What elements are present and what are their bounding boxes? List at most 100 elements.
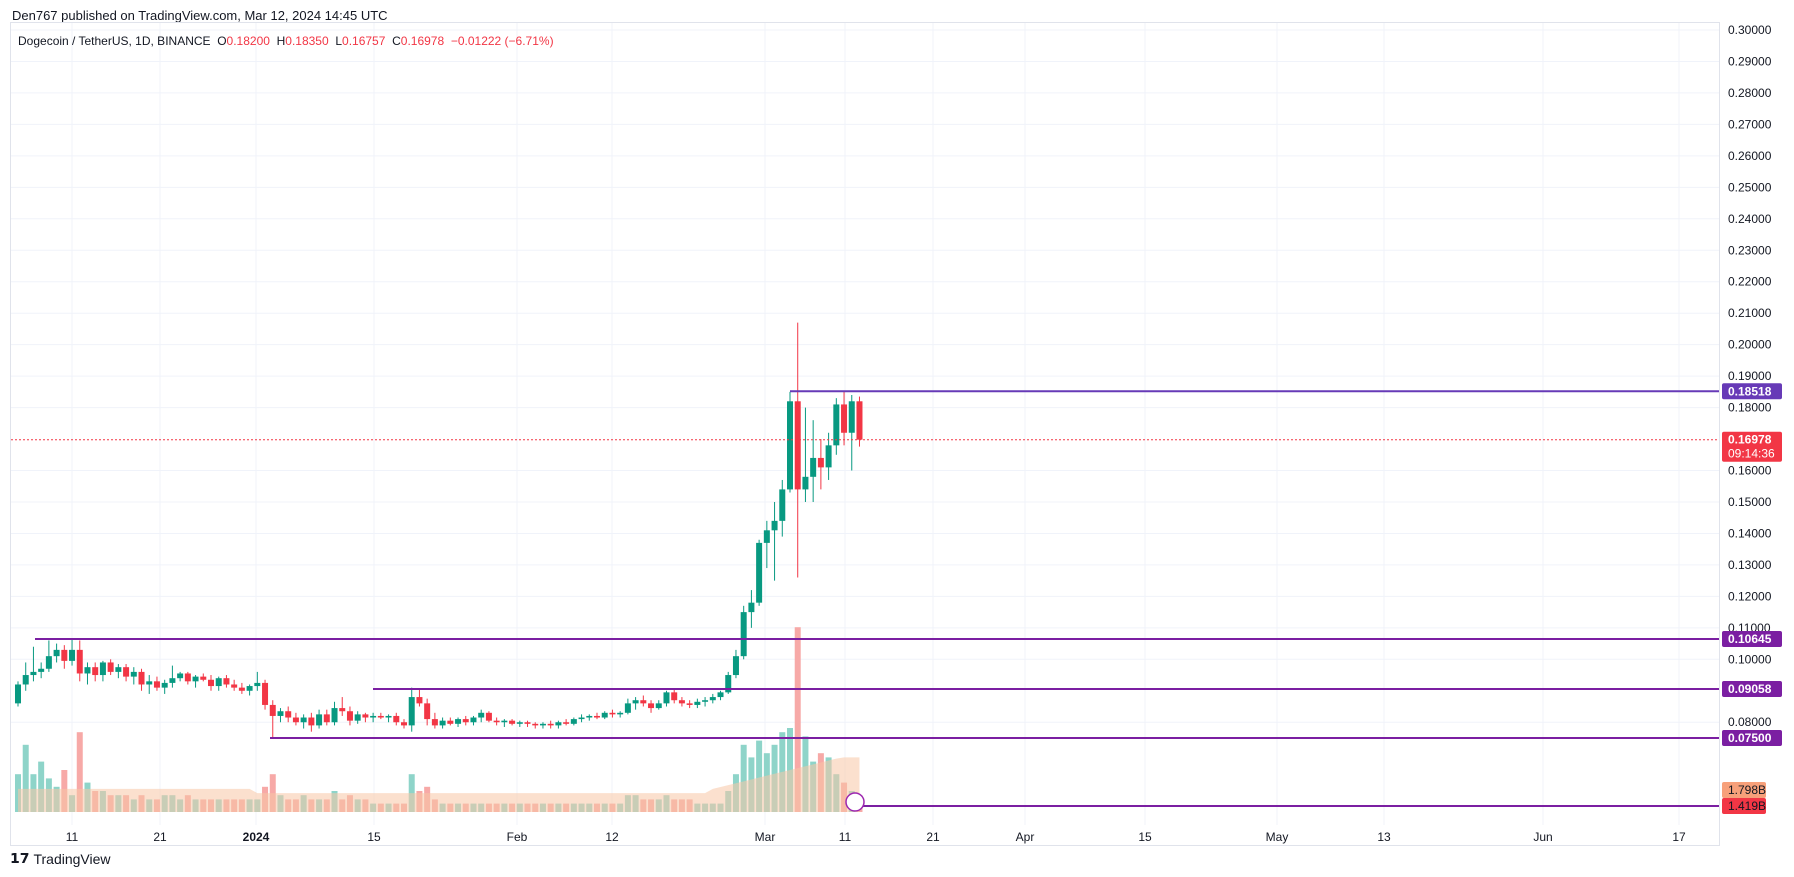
candle-body bbox=[339, 708, 346, 712]
candle-body bbox=[61, 649, 68, 661]
candle-body bbox=[640, 700, 647, 704]
candle-body bbox=[215, 678, 222, 687]
candle-body bbox=[740, 612, 747, 657]
candle-body bbox=[794, 401, 801, 490]
candle-body bbox=[485, 712, 492, 721]
candle-body bbox=[609, 712, 616, 715]
x-tick-label: Feb bbox=[507, 830, 528, 844]
volume-bar bbox=[76, 732, 83, 812]
level-price-tag bbox=[1722, 383, 1782, 400]
x-tick-label: 11 bbox=[66, 830, 79, 844]
candle-body bbox=[671, 692, 678, 701]
candle-body bbox=[146, 681, 153, 685]
candle-body bbox=[833, 404, 840, 446]
x-tick-label: Jun bbox=[1533, 830, 1552, 844]
candle-body bbox=[99, 662, 106, 676]
y-tick-label: 0.13000 bbox=[1728, 558, 1772, 572]
candle-body bbox=[841, 404, 848, 433]
candle-body bbox=[516, 722, 523, 724]
level-price-tag bbox=[1722, 680, 1782, 697]
candle-body bbox=[501, 720, 508, 723]
x-tick-label: 12 bbox=[605, 830, 619, 844]
candle-body bbox=[694, 701, 701, 705]
candle-body bbox=[655, 703, 662, 709]
candle-body bbox=[277, 711, 284, 716]
candle-body bbox=[856, 401, 863, 440]
candle-body bbox=[617, 712, 624, 715]
candle-body bbox=[285, 711, 292, 718]
tradingview-footer[interactable]: 𝟭𝟳 TradingView bbox=[10, 850, 111, 867]
volume-tag bbox=[1722, 798, 1766, 814]
x-tick-label: Mar bbox=[755, 830, 776, 844]
candle-body bbox=[308, 717, 315, 726]
candle-body bbox=[532, 723, 539, 726]
candle-body bbox=[92, 667, 99, 676]
y-tick-label: 0.16000 bbox=[1728, 464, 1772, 478]
candle-body bbox=[354, 714, 361, 721]
countdown-label: 09:14:36 bbox=[1728, 447, 1775, 461]
candle-body bbox=[377, 715, 384, 718]
y-tick-label: 0.21000 bbox=[1728, 306, 1772, 320]
candle-body bbox=[648, 703, 655, 709]
x-tick-label: May bbox=[1266, 830, 1289, 844]
volume-ma-area bbox=[18, 757, 860, 812]
level-price-label: 0.10645 bbox=[1728, 632, 1772, 646]
y-tick-label: 0.14000 bbox=[1728, 526, 1772, 540]
candle-body bbox=[76, 649, 83, 674]
open-label: O bbox=[217, 34, 227, 48]
candle-body bbox=[192, 676, 199, 682]
candle-body bbox=[401, 722, 407, 726]
candle-body bbox=[524, 722, 531, 724]
y-tick-label: 0.30000 bbox=[1728, 23, 1772, 37]
y-tick-label: 0.27000 bbox=[1728, 117, 1772, 131]
candle-body bbox=[38, 668, 45, 672]
level-price-tag bbox=[1722, 729, 1782, 746]
candle-body bbox=[408, 697, 415, 726]
candle-body bbox=[810, 457, 817, 477]
candle-body bbox=[624, 703, 631, 713]
x-tick-label: 2024 bbox=[243, 830, 270, 844]
candle-body bbox=[570, 719, 577, 724]
tradingview-logo-icon: 𝟭𝟳 bbox=[10, 850, 30, 866]
candle-body bbox=[586, 715, 593, 718]
candle-body bbox=[725, 675, 732, 693]
candle-body bbox=[223, 678, 230, 685]
candle-body bbox=[246, 686, 253, 691]
candle-body bbox=[848, 401, 855, 433]
volume-bar bbox=[794, 627, 801, 812]
candle-body bbox=[323, 714, 330, 723]
candle-body bbox=[123, 667, 130, 677]
candle-body bbox=[779, 489, 786, 521]
candle-body bbox=[130, 671, 137, 677]
level-price-label: 0.18518 bbox=[1728, 384, 1772, 398]
candle-body bbox=[416, 697, 423, 704]
replay-icon bbox=[845, 792, 865, 812]
candle-body bbox=[385, 715, 392, 718]
x-tick-label: 15 bbox=[1138, 830, 1152, 844]
x-tick-label: 21 bbox=[153, 830, 167, 844]
high-value: 0.18350 bbox=[285, 34, 329, 48]
candle-body bbox=[138, 671, 145, 685]
volume-label: 1.419B bbox=[1728, 799, 1766, 813]
candle-body bbox=[547, 723, 554, 726]
level-price-label: 0.09058 bbox=[1728, 682, 1772, 696]
candle-body bbox=[370, 715, 377, 718]
candle-body bbox=[30, 671, 37, 676]
x-tick-label: 15 bbox=[367, 830, 381, 844]
chart-frame[interactable] bbox=[10, 22, 1720, 846]
candle-body bbox=[254, 682, 261, 687]
volume-bar bbox=[38, 761, 45, 812]
level-price-label: 0.07500 bbox=[1728, 731, 1772, 745]
candle-body bbox=[709, 697, 716, 701]
y-tick-label: 0.23000 bbox=[1728, 243, 1772, 257]
candle-body bbox=[478, 712, 485, 718]
x-tick-label: 21 bbox=[926, 830, 940, 844]
brand-name: TradingView bbox=[33, 850, 111, 867]
open-value: 0.18200 bbox=[226, 34, 270, 48]
candle-body bbox=[594, 715, 600, 718]
candle-body bbox=[107, 662, 114, 672]
candle-body bbox=[184, 673, 191, 682]
x-tick-label: Apr bbox=[1016, 830, 1035, 844]
published-caption: Den767 published on TradingView.com, Mar… bbox=[12, 8, 388, 23]
